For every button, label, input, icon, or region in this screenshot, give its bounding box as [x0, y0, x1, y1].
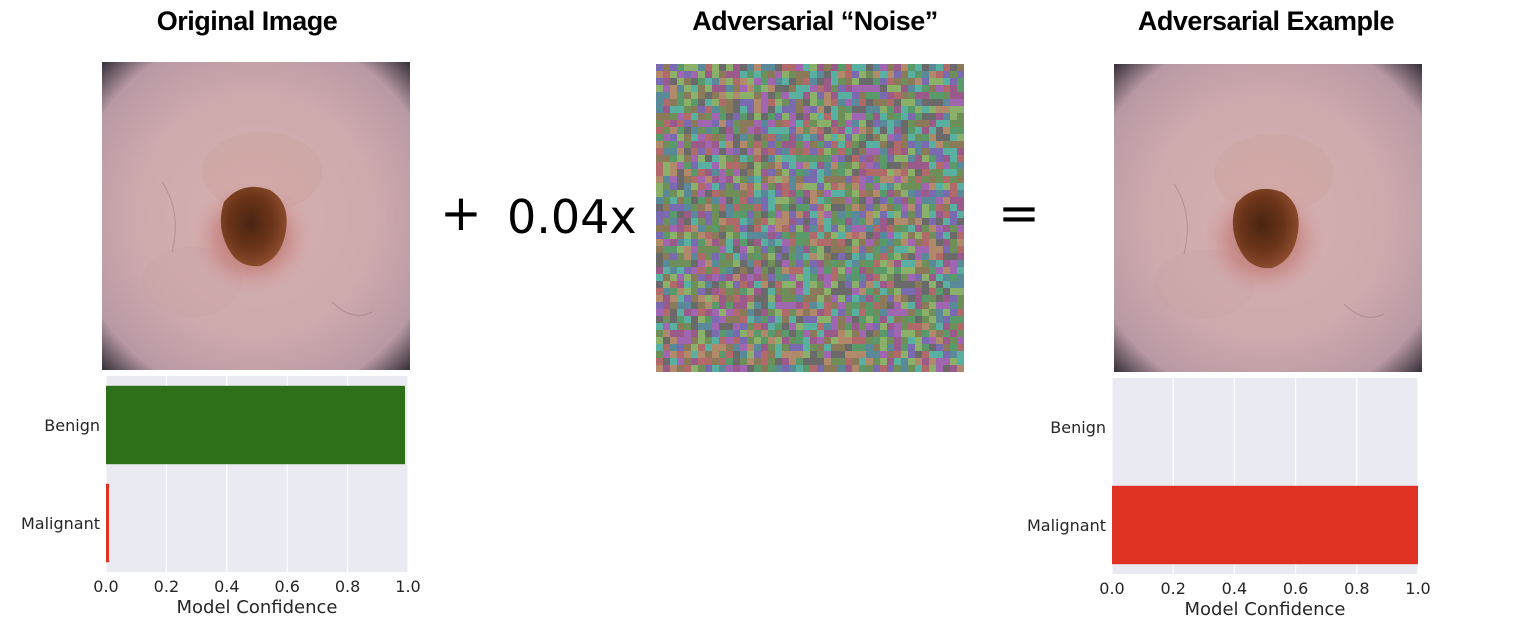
adversarial-example-title: Adversarial Example — [1137, 6, 1395, 36]
bar-benign — [106, 385, 405, 465]
x-tick-label: 0.0 — [1099, 579, 1124, 598]
x-axis-label: Model Confidence — [1185, 599, 1346, 620]
x-tick-label: 0.2 — [1160, 579, 1185, 598]
x-axis-label: Model Confidence — [177, 597, 338, 618]
x-tick-label: 0.8 — [1344, 579, 1369, 598]
x-tick-label: 0.6 — [1283, 579, 1308, 598]
x-tick-label: 0.0 — [93, 577, 118, 596]
bar-malignant — [1112, 485, 1418, 565]
original-image-title: Original Image — [156, 6, 338, 36]
adversarial-skin-image — [1114, 64, 1422, 372]
y-tick-label: Benign — [44, 416, 100, 435]
x-tick-label: 0.6 — [274, 577, 299, 596]
noise-scale-factor: 0.04x — [507, 190, 637, 244]
x-tick-label: 1.0 — [395, 577, 420, 596]
x-tick-label: 0.8 — [335, 577, 360, 596]
y-tick-label: Benign — [1050, 418, 1106, 437]
y-tick-label: Malignant — [1027, 516, 1106, 535]
x-tick-label: 0.4 — [214, 577, 239, 596]
x-tick-label: 1.0 — [1405, 579, 1430, 598]
x-tick-label: 0.4 — [1222, 579, 1247, 598]
bar-malignant — [106, 483, 110, 563]
adversarial-noise-image — [656, 64, 964, 372]
plus-operator: + — [440, 184, 482, 242]
equals-operator: = — [998, 184, 1040, 242]
adversarial-noise-title: Adversarial “Noise” — [692, 6, 938, 36]
y-tick-label: Malignant — [21, 514, 100, 533]
original-skin-image — [102, 62, 410, 370]
x-tick-label: 0.2 — [154, 577, 179, 596]
